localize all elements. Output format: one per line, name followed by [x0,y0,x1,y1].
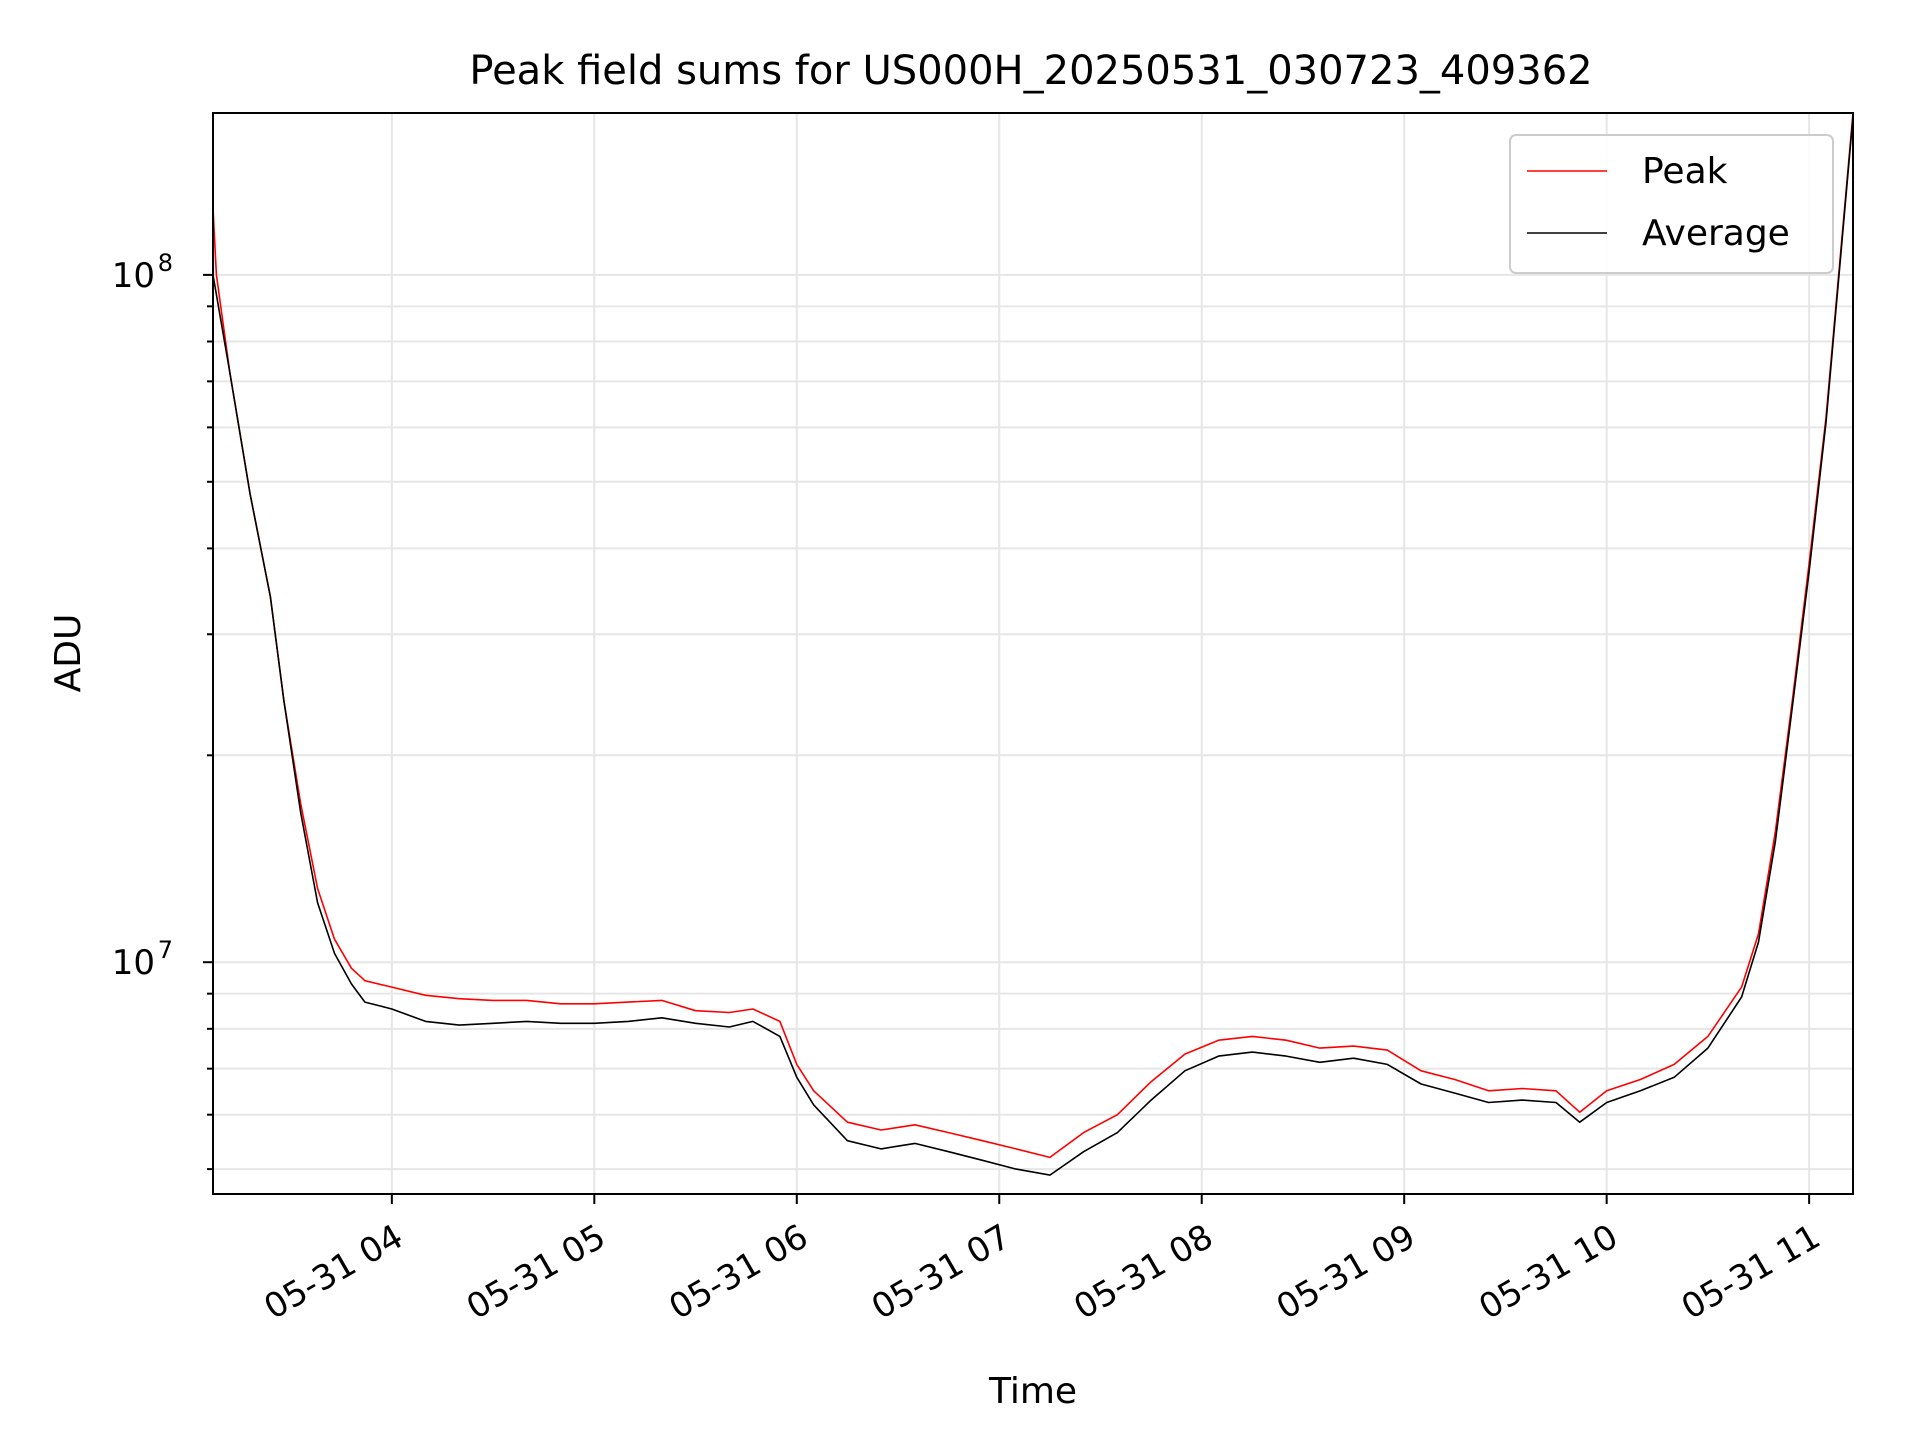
plot-frame [212,112,1854,1195]
series-line-peak [212,112,1854,1159]
grid-layer [213,113,1853,1194]
legend-average-label: Average [1642,213,1790,254]
chart-title: Peak field sums for US000H_20250531_0307… [469,48,1592,94]
y-tick-exponent: 8 [158,249,173,277]
y-tick-exponent: 7 [158,936,173,964]
y-tick-label: 10 [112,256,155,296]
y-tick-label: 10 [112,943,155,983]
series-layer [212,112,1854,1176]
y-axis-label: ADU [48,614,89,693]
plot-area [212,112,1854,1195]
x-axis-label: Time [988,1371,1077,1412]
series-line-average [212,116,1854,1176]
legend-box [1509,134,1834,274]
legend-peak-label: Peak [1642,151,1728,192]
legend: Peak Average [1509,134,1834,274]
